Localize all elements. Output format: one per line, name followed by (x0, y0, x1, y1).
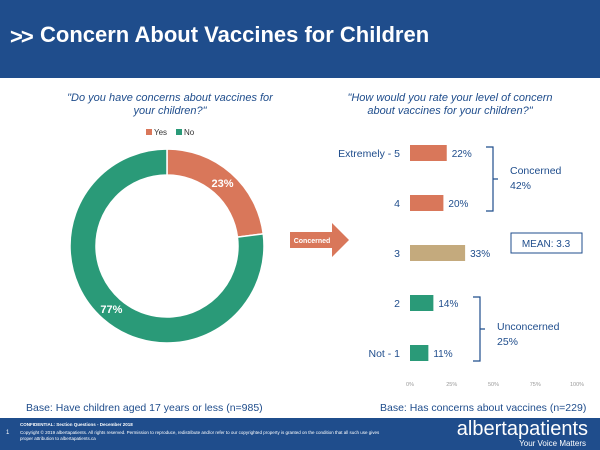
legend-label-no: No (184, 128, 195, 137)
right-base-note: Base: Has concerns about vaccines (n=229… (380, 402, 587, 414)
x-tick-label: 25% (446, 382, 457, 388)
group-value-unconcerned: 25% (497, 336, 518, 348)
left-question: "Do you have concerns about vaccines for… (67, 92, 273, 117)
x-tick-label: 75% (530, 382, 541, 388)
bar-value-label-1: 11% (433, 349, 452, 360)
footer-bar: 1 CONFIDENTIAL: Section Questions - Dece… (0, 418, 600, 450)
donut-label-yes: 23% (212, 178, 234, 190)
mean-label: MEAN: 3.3 (522, 239, 571, 250)
arrow-label: Concerned (294, 238, 331, 245)
bar-category-label-5: Extremely - 5 (338, 148, 400, 160)
copyright-note: Copyright © 2019 albertapatients. All ri… (20, 430, 380, 441)
group-label-unconcerned: Unconcerned (497, 321, 560, 333)
bar-2 (410, 295, 434, 311)
legend-swatch-no (176, 129, 182, 135)
bar-category-label-4: 4 (394, 198, 400, 210)
chevron-right-icon: >> (10, 24, 34, 49)
x-tick-label: 100% (570, 382, 584, 388)
group-label-concerned: Concerned (510, 165, 562, 177)
header-bar: >> Concern About Vaccines for Children (0, 0, 600, 78)
mean-box (510, 232, 583, 254)
bar-category-label-1: Not - 1 (368, 348, 400, 360)
legend-label-yes: Yes (154, 128, 167, 137)
confidential-note: CONFIDENTIAL: Section Questions - Decemb… (20, 422, 133, 427)
bar-category-label-2: 2 (394, 298, 400, 310)
brand-tagline: Your Voice Matters (519, 439, 586, 448)
donut-label-no: 77% (100, 304, 122, 316)
bar-4 (410, 195, 444, 211)
concerned-bracket (486, 146, 498, 212)
left-base-note: Base: Have children aged 17 years or les… (26, 402, 263, 414)
bar-value-label-2: 14% (438, 299, 458, 310)
bar-value-label-3: 33% (470, 249, 490, 260)
bar-1 (410, 345, 429, 361)
bar-value-label-5: 22% (452, 149, 472, 160)
bar-5 (410, 145, 447, 161)
bar-value-label-4: 20% (448, 199, 468, 210)
unconcerned-bracket (473, 296, 485, 362)
x-tick-label: 50% (488, 382, 499, 388)
group-value-concerned: 42% (510, 180, 531, 192)
legend-swatch-yes (146, 129, 152, 135)
x-tick-label: 0% (406, 382, 414, 388)
donut-slice-no (69, 148, 265, 344)
page-number: 1 (6, 430, 10, 436)
arrow-shape (290, 223, 349, 257)
page-title: Concern About Vaccines for Children (40, 22, 430, 47)
bar-category-label-3: 3 (394, 248, 400, 260)
donut-slice-yes (166, 148, 265, 238)
bar-3 (410, 245, 466, 261)
right-question: "How would you rate your level of concer… (347, 92, 553, 117)
brand-logo: albertapatients (456, 418, 588, 440)
